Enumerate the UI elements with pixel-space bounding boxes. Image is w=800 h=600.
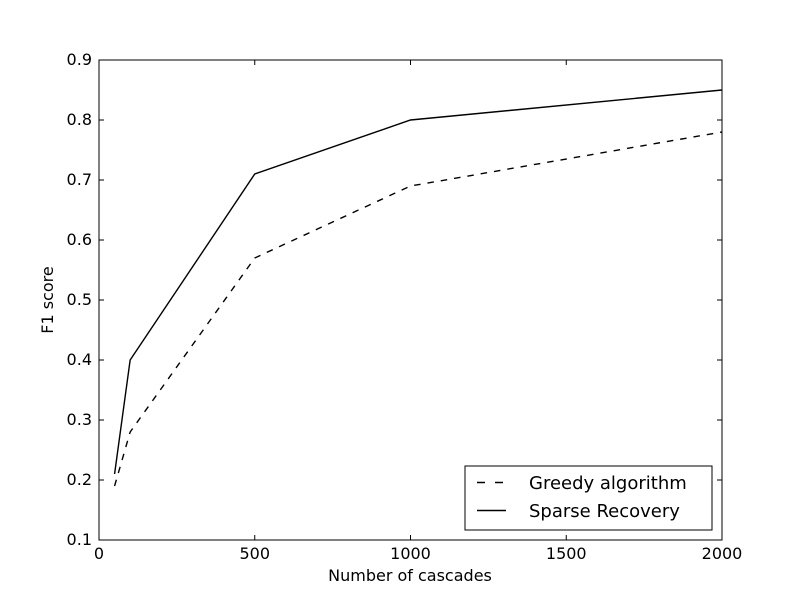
y-tick-label: 0.8 (67, 110, 92, 129)
x-tick-label: 1500 (546, 544, 587, 563)
y-tick-label: 0.1 (67, 530, 92, 549)
y-tick-label: 0.6 (67, 230, 92, 249)
y-tick-label: 0.7 (67, 170, 92, 189)
y-tick-label: 0.3 (67, 410, 92, 429)
x-tick-label: 500 (239, 544, 270, 563)
y-tick-label: 0.4 (67, 350, 92, 369)
x-tick-label: 0 (94, 544, 104, 563)
x-tick-label: 1000 (390, 544, 431, 563)
x-tick-label: 2000 (702, 544, 743, 563)
y-axis-label: F1 score (38, 266, 57, 333)
legend-entry-label: Greedy algorithm (529, 473, 687, 494)
y-tick-label: 0.9 (67, 50, 92, 69)
legend-box (464, 465, 713, 531)
x-axis-label: Number of cascades (328, 566, 492, 585)
series-line-greedy-algorithm (113, 131, 723, 487)
y-tick-label: 0.2 (67, 470, 92, 489)
series-line-sparse-recovery (113, 89, 723, 475)
y-tick-label: 0.5 (67, 290, 92, 309)
chart-generated-content: 0 500 1000 1500 2000 0.1 0.2 0.3 0.4 0.5 0.6 0.7 0.8… (67, 50, 743, 563)
legend-entry-label: Sparse Recovery (529, 501, 680, 522)
